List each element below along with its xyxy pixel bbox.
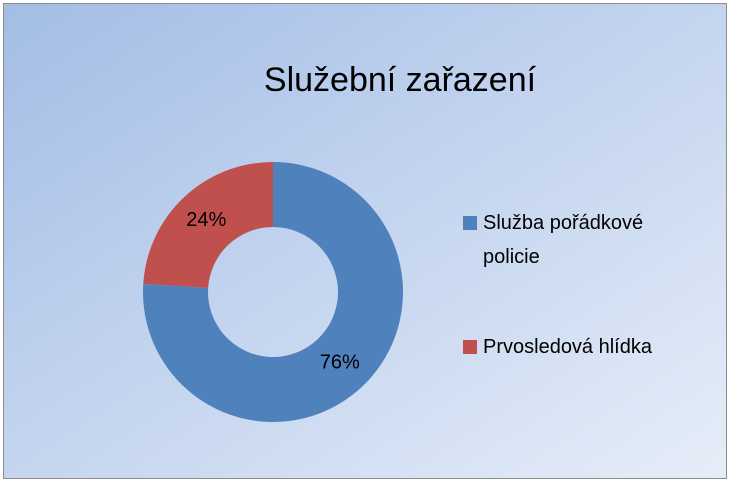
legend: Služba pořádkové policie Prvosledová hlíd… — [463, 206, 703, 364]
legend-item: Prvosledová hlídka — [463, 330, 703, 364]
legend-swatch — [463, 340, 477, 354]
legend-label: Prvosledová hlídka — [483, 336, 652, 358]
donut-slice — [143, 162, 403, 422]
data-label: 24% — [186, 209, 226, 231]
donut — [143, 162, 403, 422]
chart-title: Služební zařazení — [264, 61, 537, 99]
legend-item: Služba pořádkové policie — [463, 206, 703, 274]
data-label: 76% — [320, 351, 360, 373]
legend-swatch — [463, 216, 477, 230]
donut-slice — [143, 162, 273, 288]
legend-label: Služba pořádkové policie — [483, 212, 644, 268]
